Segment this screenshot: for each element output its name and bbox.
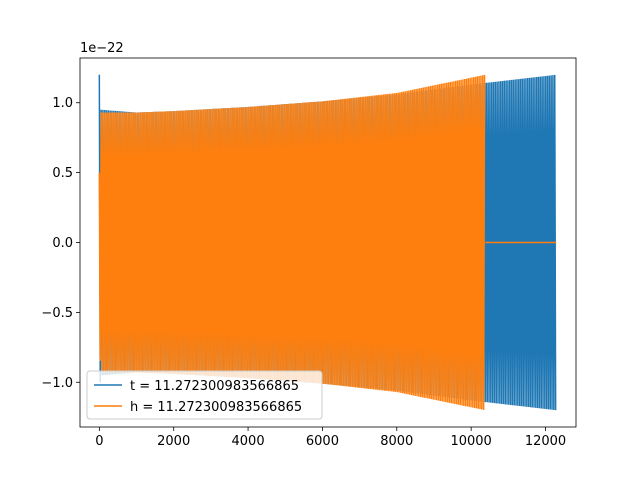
x-tick-label: 2000 [157,434,190,449]
legend-box [86,370,323,420]
y-tick-label: 0.5 [52,166,73,181]
series-layer [98,74,557,411]
x-axis: 0 2000 4000 6000 8000 10000 12000 [95,427,566,449]
y-tick-label: −0.5 [41,306,73,321]
y-offset-label: 1e−22 [80,41,124,56]
x-tick-label: 6000 [306,434,339,449]
y-tick-label: −1.0 [41,376,73,391]
legend: t = 11.272300983566865 h = 11.2723009835… [86,370,323,420]
x-tick-label: 4000 [232,434,265,449]
legend-label-t: t = 11.272300983566865 [130,379,299,394]
x-tick-label: 8000 [380,434,413,449]
x-tick-label: 0 [95,434,103,449]
y-tick-label: 0.0 [52,236,73,251]
x-tick-label: 12000 [525,434,566,449]
legend-label-h: h = 11.272300983566865 [130,400,302,415]
y-axis: −1.0 −0.5 0.0 0.5 1.0 [41,96,80,391]
y-tick-label: 1.0 [52,96,73,111]
x-tick-label: 10000 [450,434,491,449]
series-line-1 [98,74,486,410]
